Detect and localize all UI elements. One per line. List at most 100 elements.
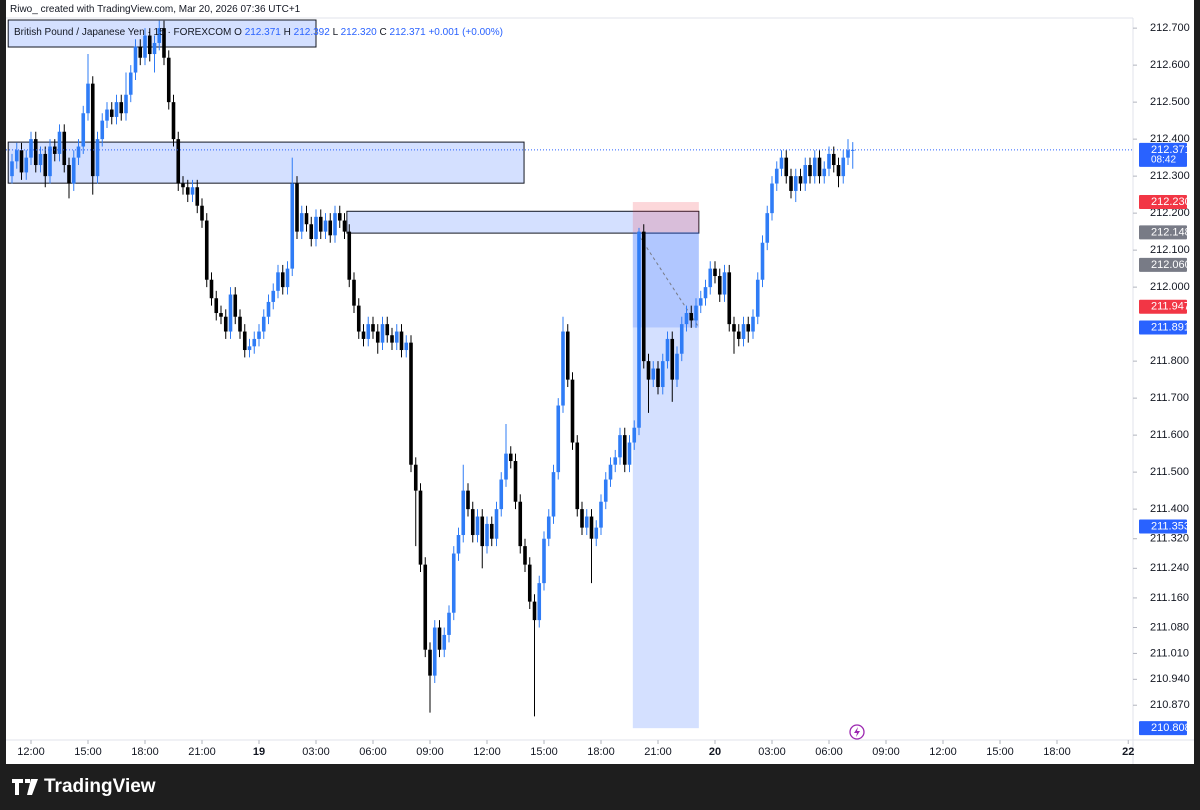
price-tag-label: 212.148 [1151,226,1191,238]
candle-body [371,324,375,332]
panel [6,0,1194,764]
candle-body [741,324,746,339]
logo-icon [12,779,38,795]
candle-body [703,287,708,299]
candle-body [133,46,138,73]
candle-body [290,183,295,269]
y-tick-label: 212.600 [1150,59,1190,71]
candle-body [689,313,694,321]
candle-body [665,338,670,362]
candle-body [789,176,793,191]
candle-body [342,220,347,232]
alert-icon[interactable] [849,724,865,740]
candle-body [732,324,736,332]
candle-body [399,331,404,351]
zone [346,210,700,234]
candle-body [404,342,409,351]
candle-body [580,509,584,528]
x-tick-label: 03:00 [302,746,330,758]
candle-body [171,102,176,140]
price-tag-sublabel: 08:42 [1151,155,1176,166]
candle-body [271,290,276,302]
candle-body [166,57,171,103]
candle-body [708,268,713,288]
price-tag-label: 212.371 [1151,144,1191,156]
y-tick-label: 211.320 [1150,533,1189,545]
price-tag [1139,257,1187,272]
x-tick-label: 09:00 [872,746,900,758]
candle-body [33,139,38,166]
x-tick-label: 12:00 [473,746,501,758]
position-path [636,232,700,328]
candle-body [299,213,304,232]
candle-body [808,165,812,177]
candle-body [257,331,261,339]
candle-body [428,649,432,676]
ohlc-key: H [283,27,291,38]
candle-body [375,331,380,343]
candle-body [323,220,328,232]
candle-body [109,109,114,117]
candle-body [827,153,831,169]
candle-body [846,150,850,158]
y-tick-label: 211.080 [1150,621,1189,633]
symbol-name: British Pound / Japanese Yen · 15 · FORE… [14,27,232,38]
candle-body [394,331,399,343]
position-stop [632,202,699,233]
candle-body [437,627,442,650]
candle-body [304,213,309,225]
candle-body [204,220,209,280]
x-tick-label: 21:00 [188,746,216,758]
candle-body [100,120,105,140]
candle-body [181,183,185,188]
y-tick-label: 211.800 [1150,355,1189,367]
x-tick-label: 19 [253,746,265,758]
y-tick-label: 210.940 [1150,673,1190,685]
candle-body [67,165,71,184]
candle-body [266,301,271,317]
candle-body [185,187,190,195]
candle-body [114,102,119,117]
candle-body [456,535,461,554]
candle-body [717,276,722,295]
price-tag-label: 210.808 [1151,722,1191,734]
candle-body [295,183,299,232]
x-tick-label: 09:00 [416,746,444,758]
candle-body [333,213,337,236]
candle-body [90,83,95,177]
candle-body [276,272,280,291]
candle-body [551,472,556,517]
candle-body [147,35,152,55]
x-tick-label: 15:00 [986,746,1014,758]
candle-body [409,342,413,465]
ohlc-key: C [379,27,387,38]
candle-body [390,335,394,343]
candle-body [622,435,627,465]
candle-body [337,213,342,221]
footer: TradingView [12,776,156,798]
candle-body [684,313,689,325]
candle-body [831,153,836,166]
y-tick-label: 211.010 [1150,647,1189,659]
candle-body [646,361,651,380]
x-tick-label: 18:00 [587,746,615,758]
candle-body [599,501,603,528]
candle-body [138,46,143,58]
candle-body [261,316,266,332]
candle-body [143,35,147,58]
price-tag [1139,195,1187,210]
y-tick-label: 212.400 [1150,133,1190,145]
candle-body [470,509,475,536]
price-tag [1139,519,1187,534]
price-tag-label: 212.060 [1151,259,1191,271]
candle-body [280,272,285,288]
candle-body [242,331,247,351]
ohlc-value: 212.371 [244,27,281,38]
legend: British Pound / Japanese Yen · 15 · FORE… [14,27,503,38]
candle-body [656,368,660,388]
candle-body [755,279,760,317]
candle-body [423,564,428,650]
candle-body [124,94,128,114]
candle-body [95,139,100,177]
candle-body [694,305,698,321]
